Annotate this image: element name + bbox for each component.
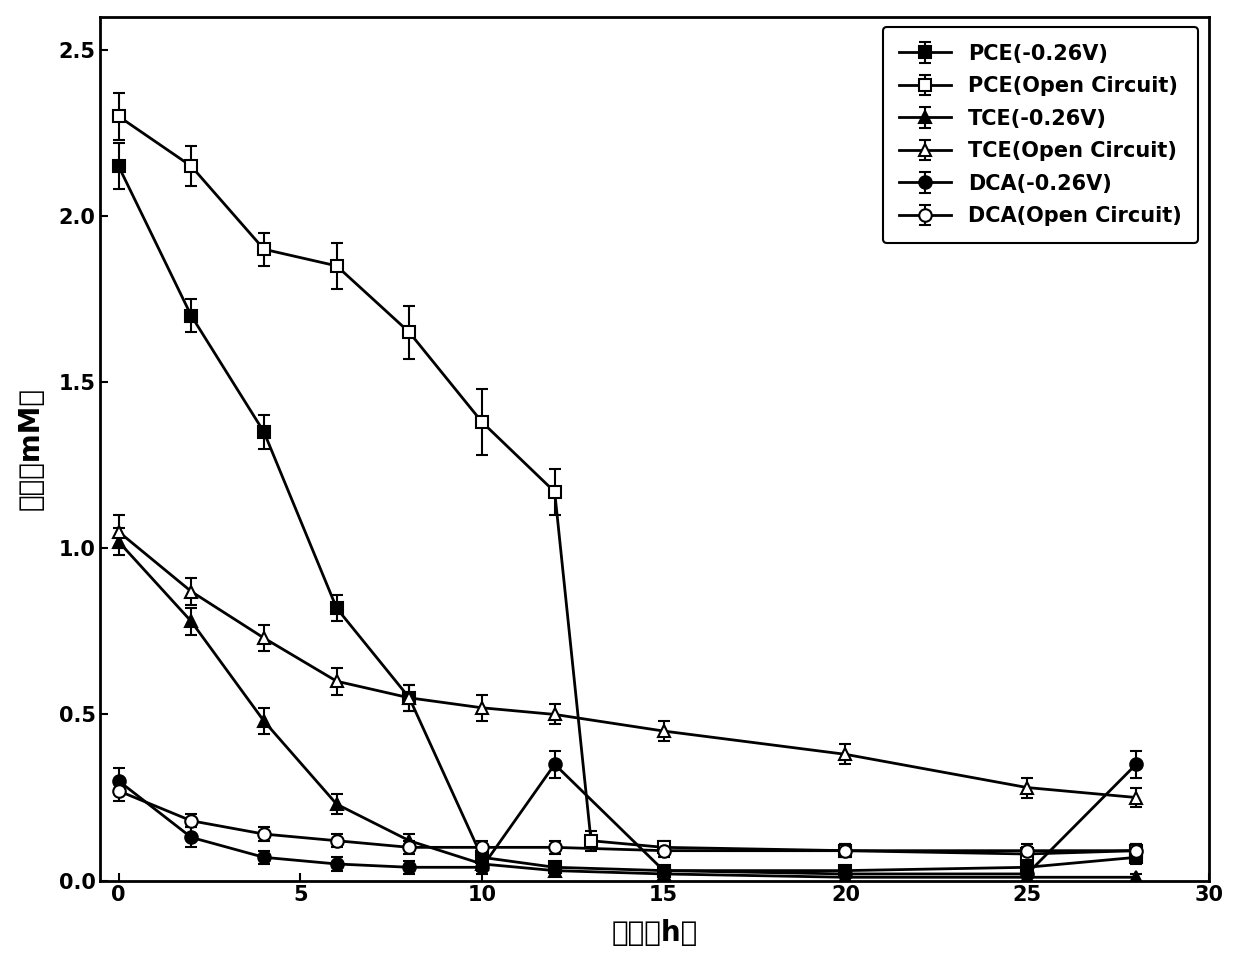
X-axis label: 时间（h）: 时间（h）: [611, 920, 698, 948]
Legend: PCE(-0.26V), PCE(Open Circuit), TCE(-0.26V), TCE(Open Circuit), DCA(-0.26V), DCA: PCE(-0.26V), PCE(Open Circuit), TCE(-0.2…: [883, 27, 1198, 243]
Y-axis label: 浓度（mM）: 浓度（mM）: [16, 388, 45, 510]
